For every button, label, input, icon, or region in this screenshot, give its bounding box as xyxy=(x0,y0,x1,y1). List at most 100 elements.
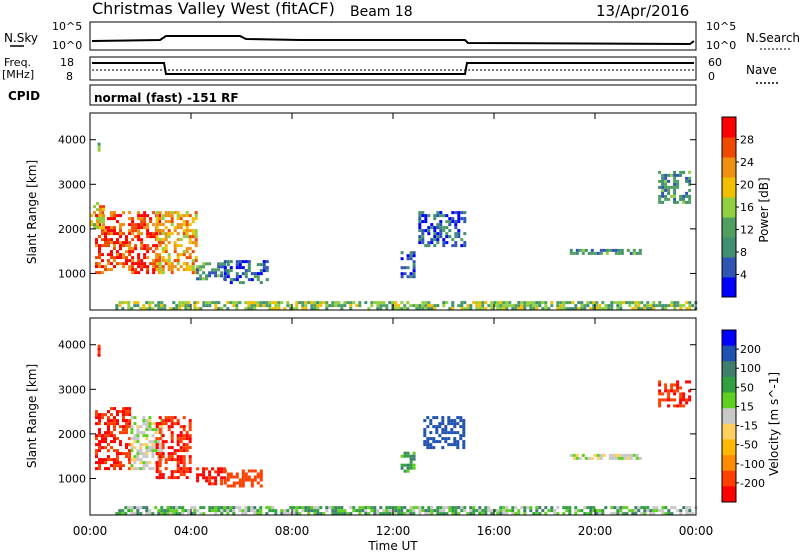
velocity-cell xyxy=(614,453,618,457)
power-cell xyxy=(583,304,587,308)
velocity-cell xyxy=(160,449,164,453)
velocity-cell xyxy=(223,481,227,485)
velocity-cell xyxy=(259,472,263,476)
power-cell xyxy=(292,307,296,311)
velocity-cell xyxy=(110,407,113,411)
power-cell xyxy=(475,307,479,311)
power-cell xyxy=(170,232,174,236)
power-cell xyxy=(652,307,656,311)
power-cell xyxy=(214,301,218,305)
velocity-cell xyxy=(673,392,677,396)
power-cell xyxy=(463,232,467,236)
power-cell xyxy=(688,179,692,183)
velocity-cell xyxy=(164,416,168,420)
power-cell xyxy=(469,304,473,308)
power-cell xyxy=(274,307,278,311)
power-cell xyxy=(116,250,119,254)
velocity-cell xyxy=(128,455,132,459)
velocity-cell xyxy=(670,398,674,402)
power-cell xyxy=(170,214,174,218)
power-cell xyxy=(167,265,171,269)
velocity-cell xyxy=(133,506,137,510)
power-cell xyxy=(98,250,101,254)
power-cell xyxy=(679,170,683,174)
velocity-cell xyxy=(116,437,119,441)
power-cell xyxy=(569,248,573,252)
velocity-cell xyxy=(250,469,254,473)
velocity-cell xyxy=(95,461,98,465)
velocity-cell xyxy=(493,509,497,513)
velocity-cell xyxy=(247,469,251,473)
power-cell xyxy=(161,259,165,263)
power-cell xyxy=(520,301,524,305)
velocity-cell xyxy=(688,512,692,516)
power-cell xyxy=(194,232,198,236)
power-cell xyxy=(196,271,200,275)
power-cell xyxy=(151,301,155,305)
velocity-cell xyxy=(193,509,197,513)
velocity-cell xyxy=(176,437,180,441)
velocity-cell xyxy=(169,509,173,513)
velocity-cell xyxy=(649,512,653,516)
velocity-cell xyxy=(412,512,416,516)
power-cell xyxy=(637,304,641,308)
velocity-cell xyxy=(155,422,159,426)
velocity-cell xyxy=(104,446,107,450)
velocity-cell xyxy=(214,506,218,510)
velocity-cell xyxy=(418,509,422,513)
power-cell xyxy=(454,232,458,236)
velocity-cell xyxy=(175,512,179,516)
power-cell xyxy=(145,301,149,305)
power-cell xyxy=(161,241,165,245)
power-cell xyxy=(412,263,416,267)
velocity-cell xyxy=(423,443,427,447)
power-cell xyxy=(679,307,683,311)
velocity-cell xyxy=(139,425,143,429)
velocity-cell xyxy=(421,506,425,510)
power-cell xyxy=(110,241,113,245)
power-cell xyxy=(196,265,200,269)
power-cell xyxy=(403,272,407,276)
velocity-cell xyxy=(235,506,239,510)
power-cell xyxy=(661,185,665,189)
velocity-cell xyxy=(229,484,233,488)
power-cell xyxy=(427,214,431,218)
power-cell xyxy=(409,275,413,279)
velocity-cell xyxy=(145,419,149,423)
power-cell xyxy=(499,307,503,311)
power-cell xyxy=(188,253,192,257)
power-cell xyxy=(179,217,183,221)
velocity-cell xyxy=(178,512,182,516)
power-cell xyxy=(400,272,404,276)
velocity-cell xyxy=(406,469,410,473)
velocity-cell xyxy=(95,413,98,417)
power-cell xyxy=(581,251,585,255)
velocity-cell xyxy=(164,440,168,444)
power-cell xyxy=(119,214,122,218)
power-cell xyxy=(143,226,147,230)
power-cell xyxy=(433,232,437,236)
velocity-cell xyxy=(113,461,116,465)
velocity-cell xyxy=(626,456,630,460)
velocity-cell xyxy=(98,419,101,423)
velocity-cell xyxy=(148,428,152,432)
velocity-cell xyxy=(367,512,371,516)
velocity-cell xyxy=(444,431,448,435)
power-cell xyxy=(442,301,446,305)
power-cell xyxy=(496,301,500,305)
power-cell xyxy=(185,265,189,269)
power-cell xyxy=(316,301,320,305)
power-cell xyxy=(649,304,653,308)
velocity-cell xyxy=(130,416,134,420)
velocity-region xyxy=(97,344,101,357)
power-cell xyxy=(460,238,464,242)
power-cell xyxy=(319,301,323,305)
velocity-cell xyxy=(623,456,627,460)
velocity-cell xyxy=(217,470,221,474)
power-cell xyxy=(173,265,177,269)
power-cell xyxy=(128,253,132,257)
velocity-cell xyxy=(589,512,593,516)
velocity-cell xyxy=(125,422,128,426)
power-colorbar-segment xyxy=(722,137,736,158)
